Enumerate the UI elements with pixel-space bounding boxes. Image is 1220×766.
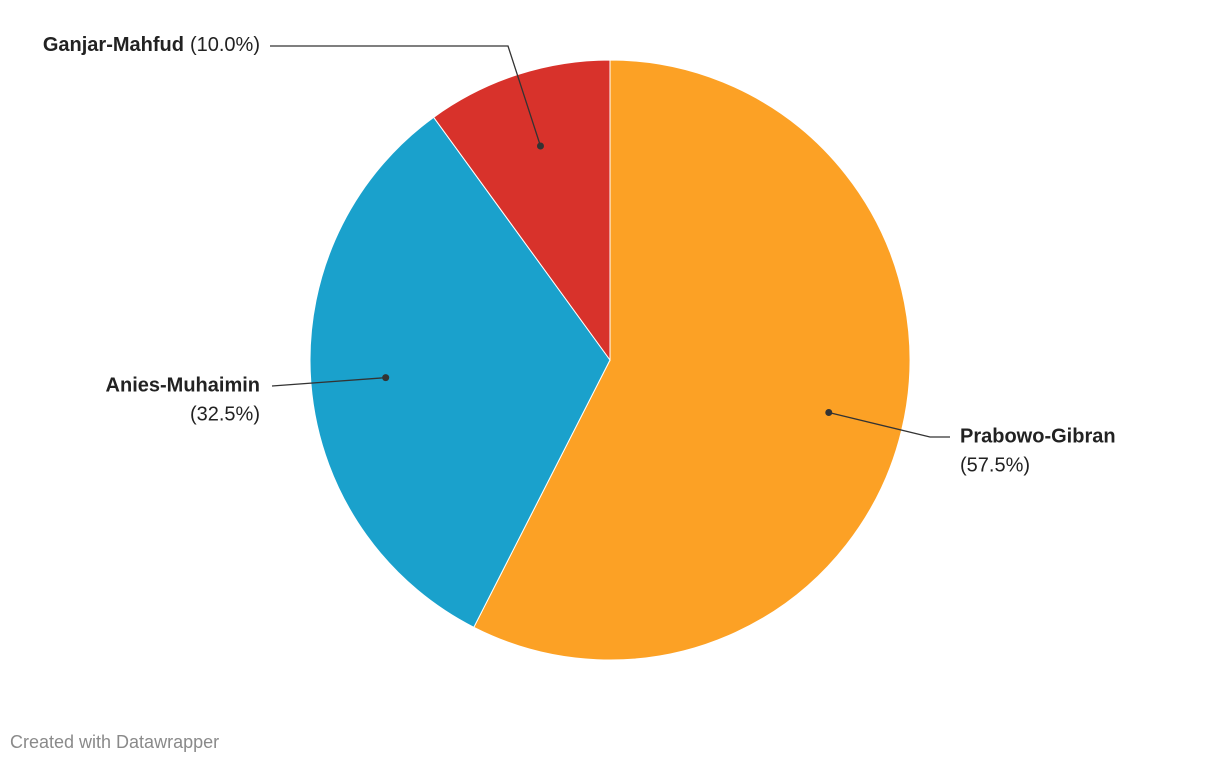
credit: Created with Datawrapper bbox=[10, 732, 219, 752]
value-label: (57.5%) bbox=[960, 454, 1030, 476]
leader-dot bbox=[825, 409, 833, 417]
slice-label: Ganjar-Mahfud (10.0%) bbox=[43, 34, 260, 56]
slices bbox=[309, 59, 911, 661]
leader-dot bbox=[536, 142, 544, 150]
category-label: Prabowo-Gibran bbox=[960, 425, 1116, 447]
value-label: (32.5%) bbox=[190, 403, 260, 425]
value-label: (10.0%) bbox=[190, 34, 260, 56]
leader-line bbox=[270, 45, 542, 147]
leader-line bbox=[828, 411, 950, 438]
category-label: Ganjar-Mahfud bbox=[43, 34, 184, 56]
leader-line bbox=[271, 377, 386, 387]
category-label: Anies-Muhaimin bbox=[106, 374, 260, 396]
leader-dot bbox=[382, 374, 390, 382]
labels: Prabowo-Gibran (57.5%) Anies-Muhaimin (32.5… bbox=[43, 34, 1116, 476]
